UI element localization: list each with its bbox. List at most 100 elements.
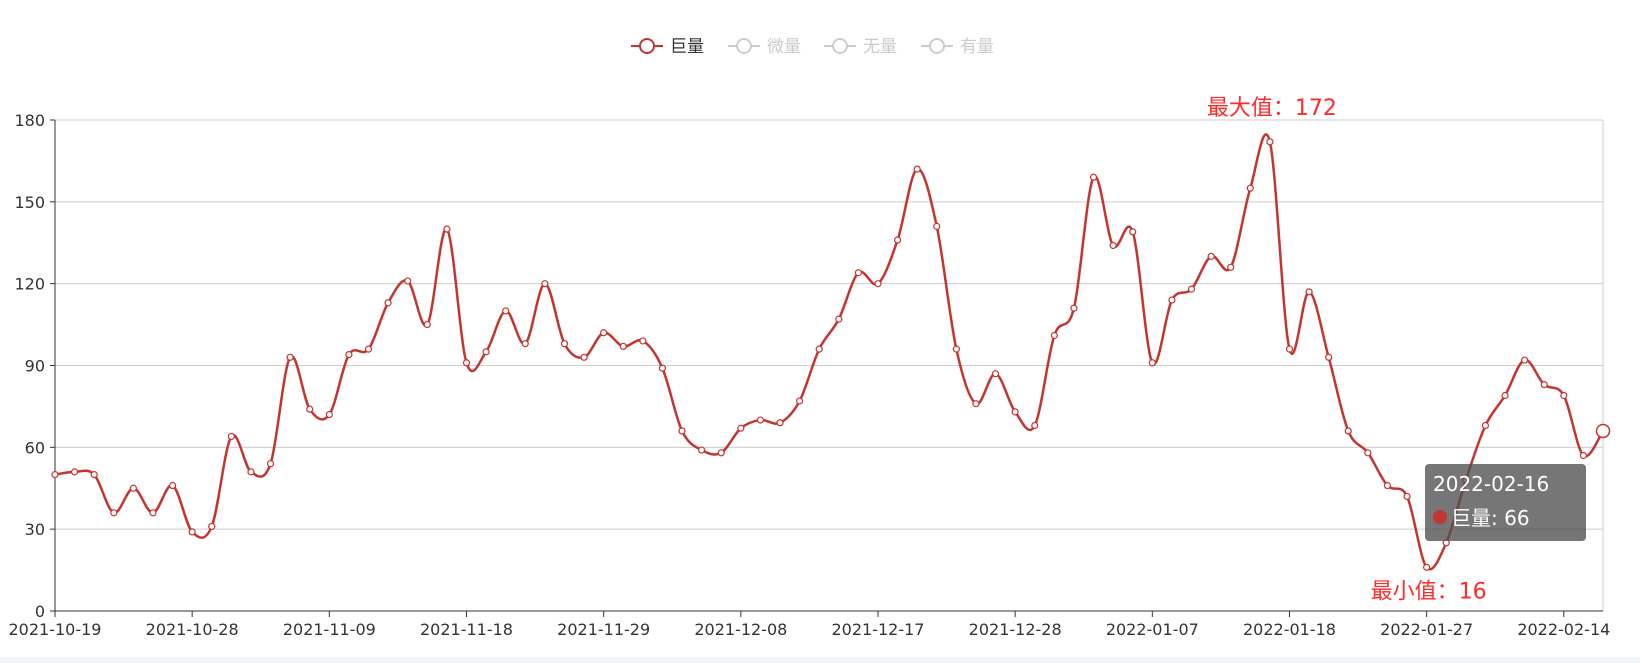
x-tick-label: 2021-12-17 [831, 620, 924, 639]
data-point[interactable] [384, 299, 392, 307]
data-point[interactable] [698, 446, 706, 454]
data-point[interactable] [541, 280, 549, 288]
data-point[interactable] [1579, 451, 1588, 460]
data-point[interactable] [129, 484, 137, 492]
data-point[interactable] [286, 353, 294, 361]
data-point[interactable] [1481, 421, 1490, 430]
data-point[interactable] [208, 522, 216, 531]
legend-circle-icon [639, 38, 655, 54]
data-point[interactable] [423, 320, 431, 329]
data-point[interactable] [1207, 252, 1215, 260]
data-point[interactable] [1383, 481, 1392, 490]
data-point[interactable] [1227, 263, 1235, 271]
x-tick-label: 2021-12-08 [694, 620, 787, 639]
legend-circle-icon [832, 38, 848, 54]
data-point[interactable] [1305, 288, 1313, 296]
data-point[interactable] [443, 225, 451, 233]
data-point[interactable] [972, 400, 980, 408]
data-point[interactable] [325, 411, 333, 419]
data-point[interactable] [90, 471, 98, 479]
legend-item-2[interactable]: 微量 [728, 37, 801, 57]
x-tick-label: 2022-01-27 [1380, 620, 1473, 639]
data-point[interactable] [874, 280, 882, 288]
data-point[interactable] [1011, 408, 1019, 416]
data-point[interactable] [1168, 296, 1176, 304]
data-point[interactable] [1089, 173, 1098, 181]
data-point[interactable] [1187, 285, 1196, 293]
data-point[interactable] [913, 165, 921, 173]
data-point[interactable] [835, 315, 843, 323]
x-tick-label: 2021-11-18 [420, 620, 513, 639]
data-point[interactable] [247, 468, 255, 476]
x-tick-label: 2021-11-09 [283, 620, 376, 639]
data-point[interactable] [1129, 228, 1137, 236]
legend-item-4[interactable]: 有量 [921, 37, 994, 57]
data-point[interactable] [70, 468, 79, 476]
data-point[interactable] [560, 340, 569, 348]
data-point[interactable] [1148, 359, 1156, 367]
data-point[interactable] [796, 397, 804, 405]
legend-label: 微量 [767, 37, 801, 57]
data-point[interactable] [717, 449, 725, 457]
data-point[interactable] [1109, 241, 1117, 250]
data-point[interactable] [1266, 138, 1274, 146]
y-tick-label: 180 [14, 111, 45, 130]
data-point[interactable] [893, 236, 902, 244]
max-value-label: 最大值：172 [1207, 96, 1337, 121]
data-point[interactable] [188, 528, 196, 536]
data-point[interactable] [1050, 331, 1058, 340]
data-point[interactable] [580, 353, 588, 361]
data-point[interactable] [1521, 356, 1529, 364]
data-point[interactable] [991, 370, 1000, 378]
data-point[interactable] [462, 359, 471, 367]
y-tick-label: 30 [25, 520, 45, 539]
data-point[interactable] [306, 405, 314, 413]
legend-item-3[interactable]: 无量 [824, 37, 897, 57]
data-point[interactable] [345, 350, 353, 359]
tooltip-series-dot-icon [1433, 509, 1447, 524]
legend-circle-icon [929, 38, 945, 54]
highlighted-data-point[interactable] [1595, 423, 1611, 439]
data-point[interactable] [1344, 427, 1352, 435]
tooltip-value: 巨量: 66 [1451, 506, 1530, 530]
data-point[interactable] [227, 432, 235, 441]
data-point[interactable] [1560, 391, 1568, 400]
data-point[interactable] [1246, 184, 1254, 192]
data-point[interactable] [364, 345, 373, 353]
data-point[interactable] [600, 329, 608, 337]
data-point[interactable] [266, 460, 275, 468]
data-point[interactable] [149, 509, 157, 517]
data-point[interactable] [658, 364, 667, 372]
data-point[interactable] [776, 419, 784, 427]
data-point[interactable] [952, 345, 960, 353]
legend-item-1[interactable]: 巨量 [631, 37, 704, 57]
data-point[interactable] [51, 471, 59, 479]
data-point[interactable] [1031, 421, 1039, 430]
data-point[interactable] [737, 424, 745, 432]
data-point[interactable] [933, 222, 941, 230]
y-axis-tick-labels: 0 30 60 90 120 150 180 [14, 111, 45, 621]
data-point[interactable] [1423, 563, 1431, 571]
data-point[interactable] [1501, 391, 1509, 400]
data-point[interactable] [1403, 492, 1411, 501]
data-point[interactable] [482, 348, 490, 356]
y-tick-label: 90 [25, 357, 45, 376]
data-point[interactable] [815, 345, 823, 353]
data-point[interactable] [678, 427, 686, 435]
data-point[interactable] [502, 307, 510, 315]
x-tick-label: 2022-01-18 [1243, 620, 1336, 639]
data-point[interactable] [1325, 353, 1333, 361]
data-point[interactable] [168, 481, 177, 490]
data-point[interactable] [619, 342, 627, 351]
data-point[interactable] [521, 340, 529, 348]
data-point[interactable] [756, 416, 765, 424]
data-point[interactable] [110, 509, 118, 517]
data-point[interactable] [1285, 345, 1294, 353]
x-tick-label: 2022-01-07 [1106, 620, 1199, 639]
data-point[interactable] [1364, 449, 1372, 457]
data-point[interactable] [404, 277, 412, 285]
data-point[interactable] [1070, 304, 1078, 312]
data-point[interactable] [854, 269, 862, 277]
data-point[interactable] [639, 337, 647, 345]
data-point[interactable] [1540, 380, 1548, 389]
